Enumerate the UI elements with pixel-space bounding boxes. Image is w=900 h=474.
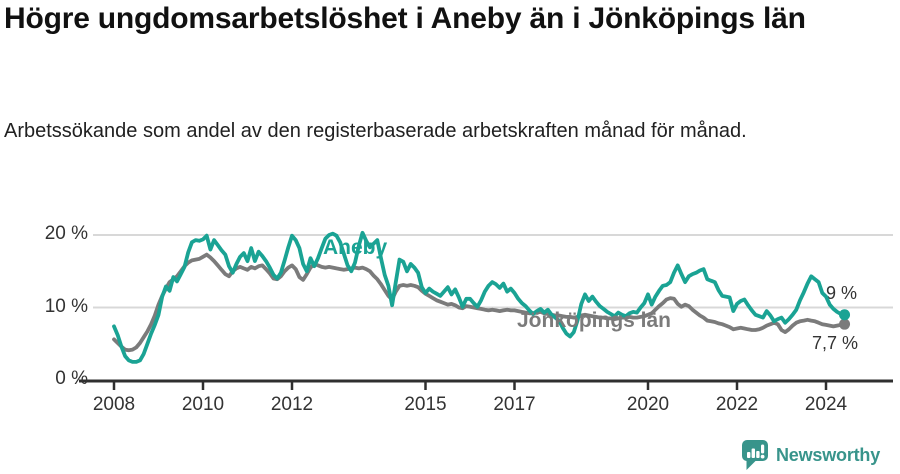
newsworthy-logo[interactable]: Newsworthy xyxy=(741,439,880,471)
newsworthy-logo-text: Newsworthy xyxy=(776,444,881,465)
x-axis-label: 2012 xyxy=(270,394,314,415)
page-title: Högre ungdomsarbetslöshet i Aneby än i J… xyxy=(4,2,806,35)
x-axis-label: 2010 xyxy=(181,394,225,415)
end-value-label-jonkopings-lan: 7,7 % xyxy=(812,333,859,353)
x-axis-label: 2024 xyxy=(804,394,848,415)
x-axis-label: 2020 xyxy=(626,394,670,415)
chart-subtitle: Arbetssökande som andel av den registerb… xyxy=(4,120,747,142)
x-axis-label: 2015 xyxy=(404,394,447,415)
series-line-aneby xyxy=(112,230,847,364)
x-axis-label: 2022 xyxy=(715,394,759,415)
series-label-aneby: Aneby xyxy=(323,236,388,259)
y-axis-label: 10 % xyxy=(44,295,88,317)
x-axis-label: 2008 xyxy=(92,394,136,415)
y-axis-label: 20 % xyxy=(44,223,88,244)
end-dot-j-nk-pings-l-n xyxy=(839,318,851,330)
newsworthy-logo-icon xyxy=(741,440,768,470)
series-label-jonkopings-lan: Jönköpings län xyxy=(517,309,672,332)
x-axis-label: 2017 xyxy=(493,394,536,415)
y-axis-label: 0 % xyxy=(55,368,88,389)
end-value-label-aneby: 9 % xyxy=(826,283,858,303)
end-dot-aneby xyxy=(839,309,851,321)
